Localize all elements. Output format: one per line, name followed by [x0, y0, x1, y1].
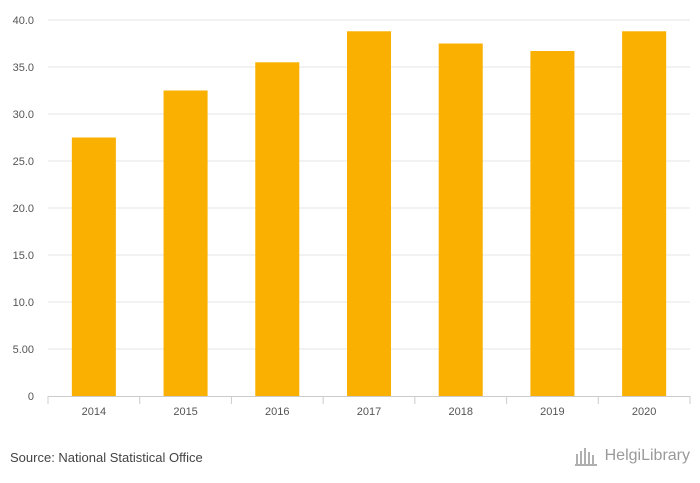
- x-tick-label: 2016: [265, 406, 289, 418]
- bar-2019[interactable]: [530, 51, 575, 397]
- source-note: Source: National Statistical Office: [10, 450, 203, 465]
- axes: 0 5.00 10.0 15.0 20.0 25.0 30.0 35.0 40.0 2014 201…: [13, 15, 691, 418]
- bar-2020[interactable]: [622, 31, 667, 397]
- library-icon: [574, 448, 597, 466]
- bar-2018[interactable]: [438, 43, 483, 397]
- y-tick-label: 5.00: [13, 344, 34, 356]
- bar-chart: 0 5.00 10.0 15.0 20.0 25.0 30.0 35.0 40.0 2014 201…: [13, 15, 691, 418]
- x-tick-label: 2020: [632, 406, 656, 418]
- y-tick-label: 0: [28, 391, 34, 403]
- bar-2014[interactable]: [71, 137, 116, 397]
- bar-2015[interactable]: [163, 90, 208, 397]
- x-tick-label: 2019: [540, 406, 564, 418]
- y-tick-label: 30.0: [13, 109, 34, 121]
- bars: [71, 31, 667, 397]
- bar-2016[interactable]: [255, 62, 300, 397]
- x-tick-label: 2015: [173, 406, 197, 418]
- y-tick-label: 40.0: [13, 15, 34, 27]
- brand-name: HelgiLibrary: [604, 447, 690, 464]
- y-tick-label: 25.0: [13, 156, 34, 168]
- y-tick-label: 20.0: [13, 203, 34, 215]
- bar-2017[interactable]: [346, 31, 392, 397]
- x-tick-label: 2014: [82, 406, 106, 418]
- x-tick-label: 2018: [448, 406, 472, 418]
- y-tick-label: 35.0: [13, 62, 34, 74]
- y-tick-label: 10.0: [13, 297, 34, 309]
- y-tick-label: 15.0: [13, 250, 34, 262]
- x-tick-label: 2017: [357, 406, 381, 418]
- brand-logo: HelgiLibrary: [574, 446, 690, 466]
